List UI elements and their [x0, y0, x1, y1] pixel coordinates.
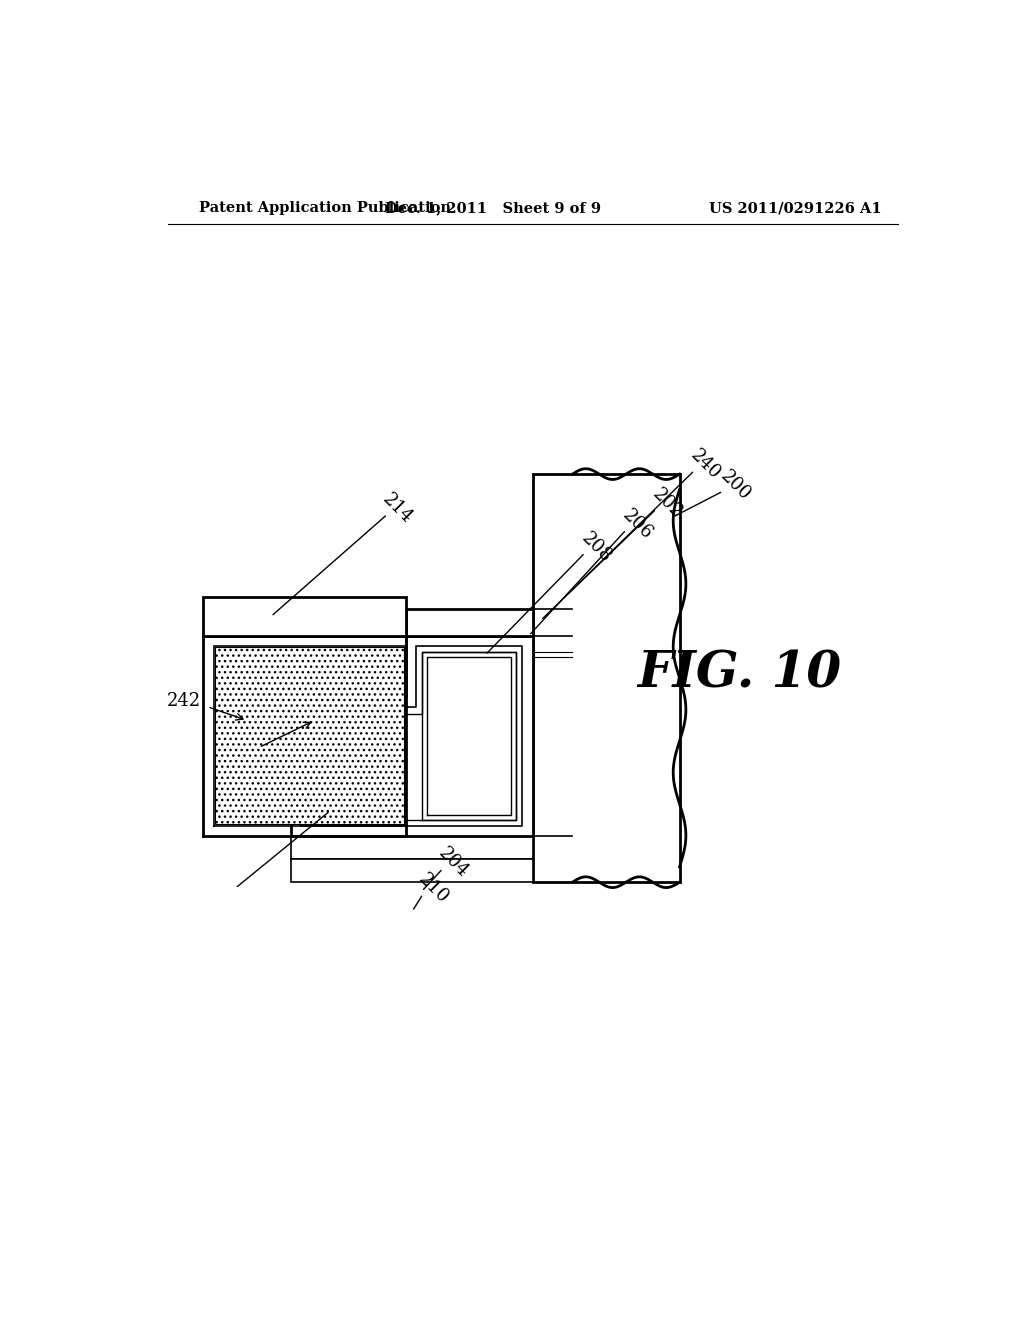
Bar	[215, 647, 404, 825]
Text: 240: 240	[687, 446, 724, 483]
Bar	[427, 653, 511, 816]
Bar	[291, 836, 532, 859]
Polygon shape	[291, 636, 532, 836]
Bar	[291, 859, 532, 882]
Text: FIG. 10: FIG. 10	[637, 649, 841, 698]
Text: Dec. 1, 2011   Sheet 9 of 9: Dec. 1, 2011 Sheet 9 of 9	[385, 202, 601, 215]
Text: US 2011/0291226 A1: US 2011/0291226 A1	[710, 202, 882, 215]
Text: 208: 208	[578, 529, 614, 566]
Text: 210: 210	[415, 870, 452, 907]
Text: 202: 202	[649, 484, 686, 521]
Text: 206: 206	[618, 506, 656, 543]
Text: 214: 214	[379, 490, 417, 527]
Text: 212: 212	[323, 787, 359, 824]
Text: 204: 204	[435, 845, 472, 882]
Bar	[532, 474, 680, 882]
Text: Patent Application Publication: Patent Application Publication	[200, 202, 452, 215]
Bar	[406, 609, 532, 636]
Bar	[204, 598, 406, 636]
Text: 200: 200	[717, 467, 754, 504]
Text: 242: 242	[167, 692, 201, 710]
